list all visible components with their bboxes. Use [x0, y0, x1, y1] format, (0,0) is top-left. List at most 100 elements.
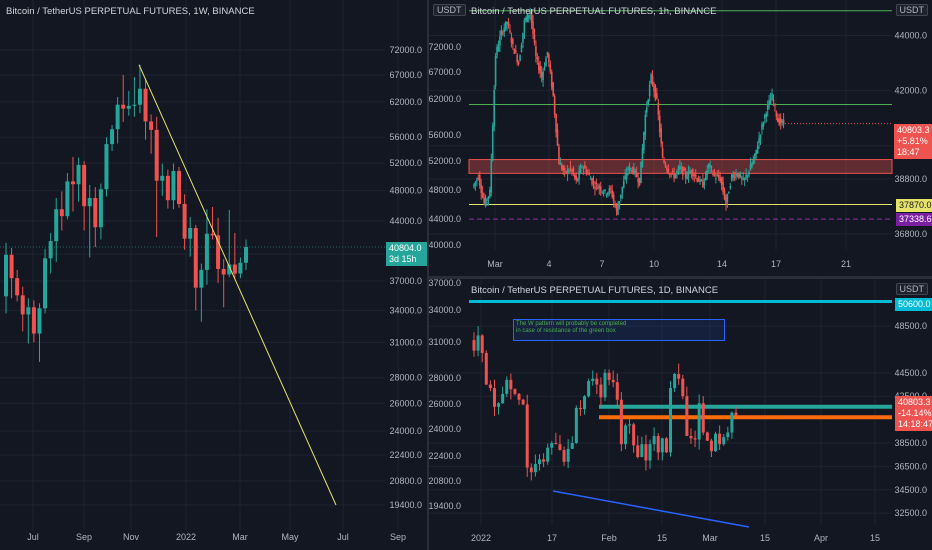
candle-body: [705, 171, 707, 181]
weekly-chart-svg[interactable]: Jul Sep Nov 2022 Mar May Jul Sep 19400.0 20800.0 2…: [0, 0, 427, 550]
candle-body: [525, 404, 529, 468]
candle-body: [15, 278, 20, 296]
candle-body: [644, 444, 648, 461]
currency-unit[interactable]: USDT: [433, 4, 466, 16]
candle-body: [621, 186, 624, 194]
candle-body: [718, 433, 722, 445]
candle-body: [93, 197, 98, 228]
candle-body: [548, 54, 550, 63]
candle-body: [494, 56, 497, 87]
candle-body: [488, 384, 492, 389]
daily-chart-pane[interactable]: 37000.0 34000.0 31000.0 28000.0 26000.0 24000…: [429, 279, 932, 550]
weekly-chart-pane[interactable]: Jul Sep Nov 2022 Mar May Jul Sep 19400.0 20800.0 2…: [0, 0, 427, 550]
daily-chart-svg[interactable]: 37000.0 34000.0 31000.0 28000.0 26000.0 24000…: [429, 279, 932, 550]
candle-body: [487, 196, 490, 200]
candle-body: [529, 467, 533, 473]
y-tick-label: 31000.0: [389, 337, 422, 347]
y-tick-label: 56000.0: [389, 132, 422, 142]
candle-body: [538, 459, 541, 465]
candle-body: [227, 264, 232, 275]
candle-body: [550, 443, 554, 448]
y-tick-label: 38800.0: [894, 174, 927, 184]
candle-body: [48, 241, 53, 259]
candle-body: [193, 228, 198, 288]
candle-body: [719, 177, 722, 182]
candle-body: [110, 129, 115, 145]
price-tag-countdown: 3d 15h: [389, 254, 417, 264]
price-tag-change: -14.14%: [898, 408, 932, 418]
candle-body: [182, 203, 187, 239]
candle-body: [477, 177, 480, 180]
candle-body: [149, 121, 154, 130]
candle-body: [713, 170, 716, 176]
candle-body: [238, 262, 243, 274]
candle-body: [635, 172, 638, 177]
candle-body: [555, 113, 557, 133]
candle-body: [216, 235, 221, 270]
currency-unit[interactable]: USDT: [895, 283, 928, 295]
candle-body: [98, 189, 103, 228]
x-tick-label: Jul: [337, 532, 349, 542]
pane-separator-vertical[interactable]: [427, 0, 429, 550]
candle-body: [59, 209, 64, 217]
hourly-chart-pane[interactable]: 72000.0 67000.0 62000.0 56000.0 52000.0 48000…: [429, 0, 932, 276]
chart-title: Bitcoin / TetherUS PERPETUAL FUTURES, 1D…: [471, 285, 719, 296]
candle-body: [517, 61, 520, 65]
candle-body: [643, 132, 645, 151]
candle-body: [755, 149, 758, 155]
candle-body: [752, 159, 755, 164]
candle-body: [726, 432, 730, 438]
price-tag: 40803.3 +5.81% 18:47: [894, 124, 932, 159]
candle-body: [725, 197, 727, 205]
annotation-note[interactable]: The W pattern will probably be completed…: [513, 319, 725, 341]
candle-body: [497, 45, 500, 51]
candle-body: [87, 197, 92, 207]
candle-body: [26, 307, 31, 315]
candle-body: [499, 36, 501, 46]
y-tick-label: 34500.0: [894, 485, 927, 495]
candle-body: [607, 372, 611, 380]
candle-body: [653, 83, 655, 92]
candle-body: [4, 254, 8, 297]
candle-body: [623, 425, 627, 445]
candle-body: [702, 179, 704, 188]
x-tick-label: May: [281, 532, 299, 542]
candle-body: [764, 114, 766, 119]
price-tag-countdown: 14:18:47: [898, 419, 932, 429]
candle-body: [730, 174, 733, 180]
price-tag-value: 40803.3: [898, 397, 931, 407]
candle-body: [562, 450, 566, 462]
candle-body: [76, 164, 81, 185]
y-tick-label: 48000.0: [389, 186, 422, 196]
x-tick-label: Apr: [814, 533, 828, 543]
candle-body: [667, 168, 670, 174]
candle-body: [570, 443, 574, 449]
candle-body: [188, 228, 193, 239]
candle-body: [607, 192, 609, 195]
currency-unit[interactable]: USDT: [895, 4, 928, 16]
x-tick-label: 15: [657, 533, 667, 543]
candle-body: [669, 173, 671, 175]
candle-body: [758, 138, 760, 143]
candle-body: [509, 30, 511, 33]
candle-body: [636, 445, 640, 458]
candle-body: [558, 444, 562, 451]
candle-body: [37, 308, 42, 334]
candle-body: [657, 102, 660, 115]
left-axis-label: 28000.0: [429, 373, 461, 383]
candle-body: [591, 378, 595, 382]
candle-body: [474, 181, 477, 185]
candle-body: [628, 424, 632, 426]
candle-body: [759, 134, 762, 139]
candle-body: [232, 264, 237, 274]
candle-body: [745, 174, 747, 178]
candle-body: [516, 54, 518, 63]
hourly-chart-svg[interactable]: 72000.0 67000.0 62000.0 56000.0 52000.0 48000…: [429, 0, 932, 276]
candle-body: [696, 178, 698, 182]
pane-separator-horizontal[interactable]: [429, 276, 932, 279]
candle-body: [501, 32, 504, 34]
left-axis-label: 31000.0: [429, 337, 461, 347]
candle-body: [566, 169, 569, 175]
candle-body: [687, 170, 690, 178]
candle-body: [673, 173, 675, 179]
